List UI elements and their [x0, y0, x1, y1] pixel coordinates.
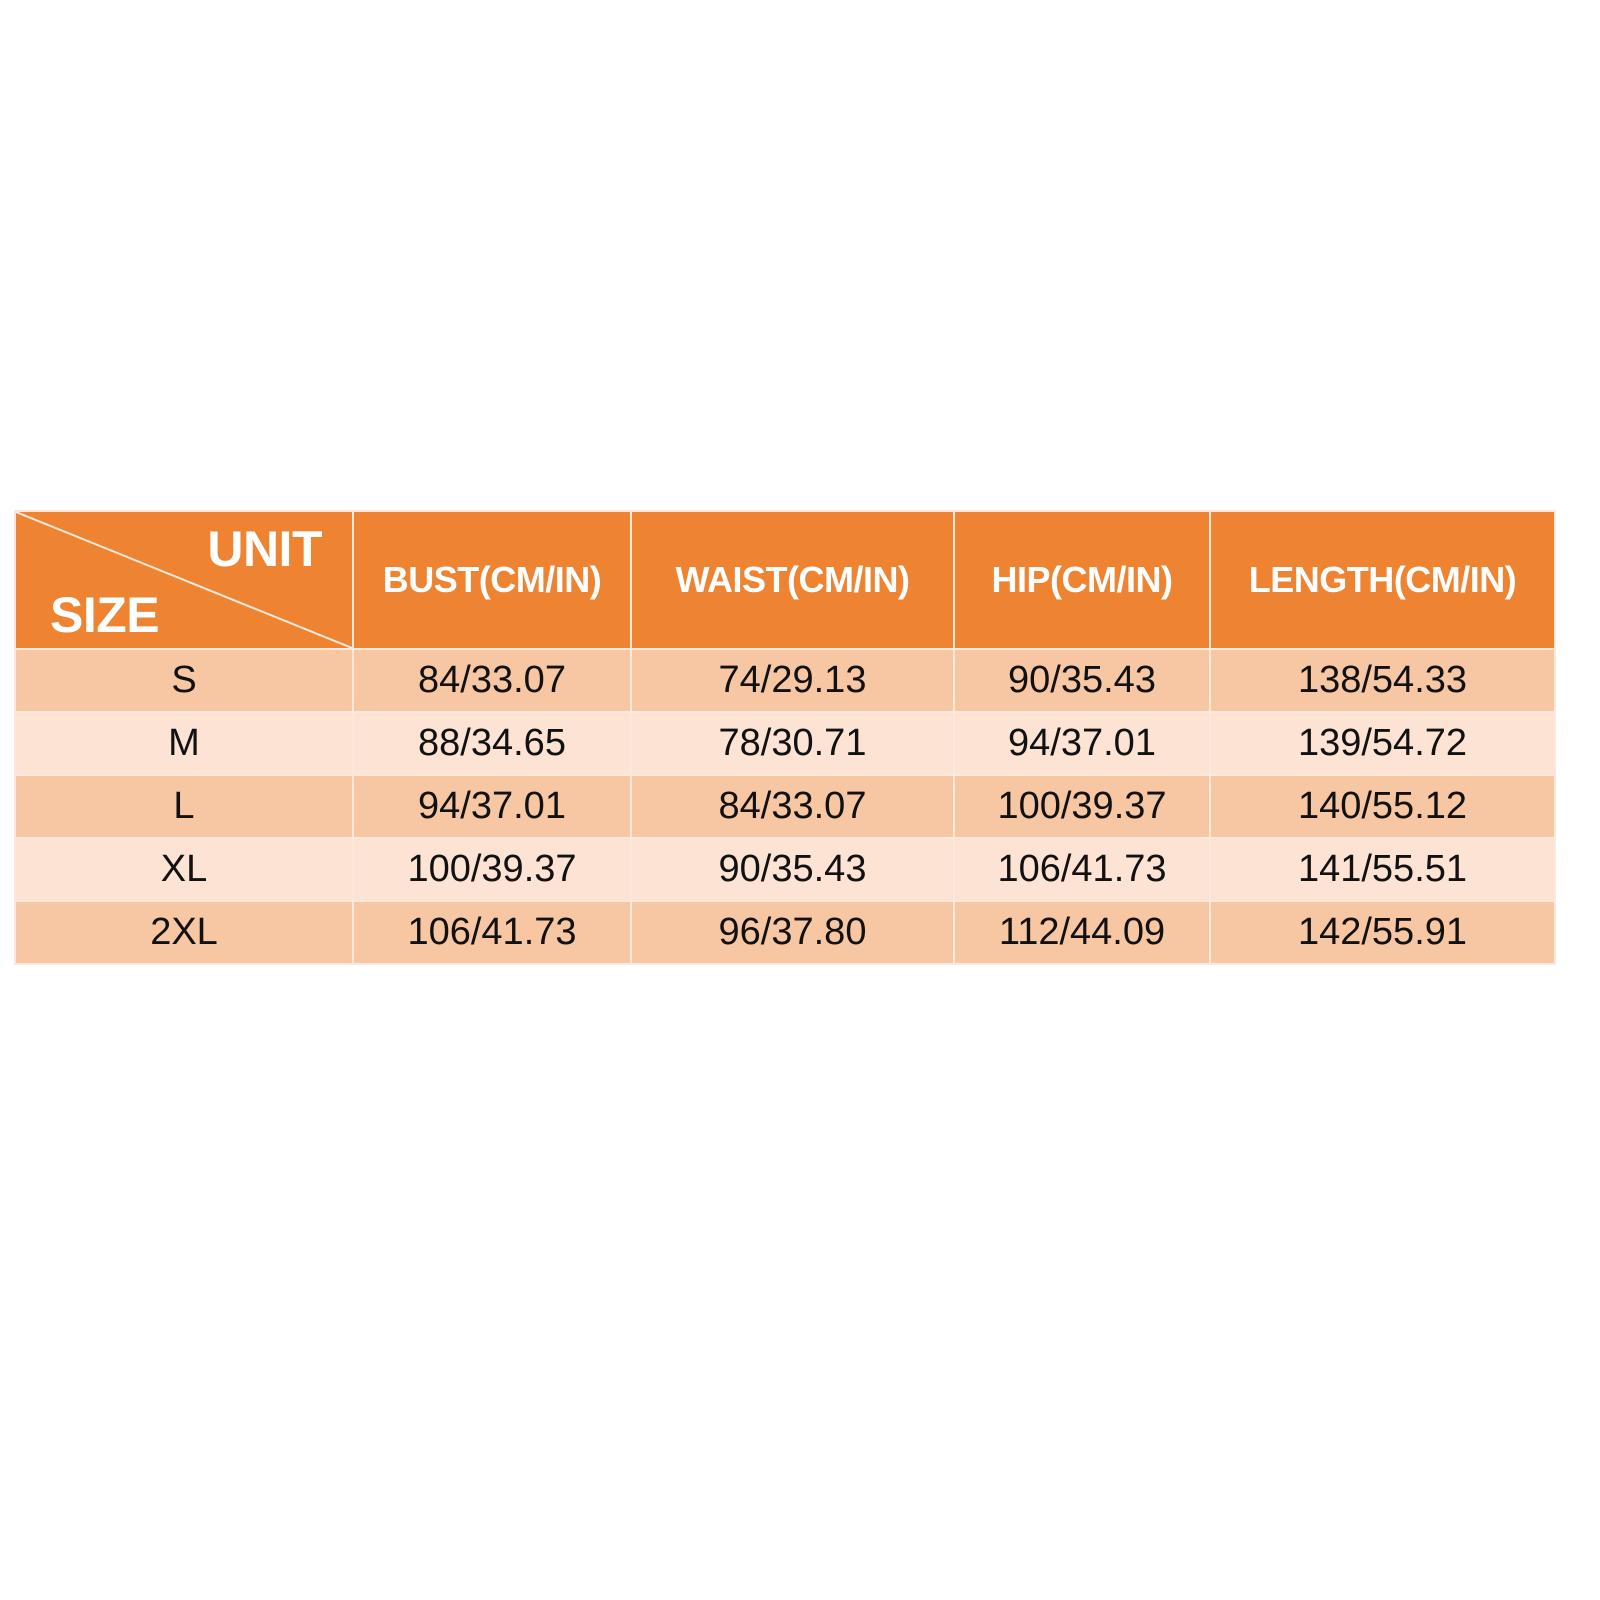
table-row: S 84/33.07 74/29.13 90/35.43 138/54.33 [14, 648, 1556, 713]
table-row: L 94/37.01 84/33.07 100/39.37 140/55.12 [14, 774, 1556, 839]
table-row: M 88/34.65 78/30.71 94/37.01 139/54.72 [14, 711, 1556, 776]
measurement-cell: 94/37.01 [352, 774, 632, 839]
measurement-cell: 139/54.72 [1209, 711, 1556, 776]
size-label: SIZE [50, 587, 160, 643]
measurement-cell: 94/37.01 [953, 711, 1211, 776]
header-hip: HIP(CM/IN) [953, 510, 1211, 650]
header-waist: WAIST(CM/IN) [630, 510, 955, 650]
header-length: LENGTH(CM/IN) [1209, 510, 1556, 650]
corner-cell: UNIT SIZE [14, 510, 354, 650]
measurement-cell: 140/55.12 [1209, 774, 1556, 839]
size-cell: L [14, 774, 354, 839]
measurement-cell: 88/34.65 [352, 711, 632, 776]
size-cell: 2XL [14, 900, 354, 965]
measurement-cell: 74/29.13 [630, 648, 955, 713]
measurement-cell: 78/30.71 [630, 711, 955, 776]
measurement-cell: 106/41.73 [953, 837, 1211, 902]
measurement-cell: 84/33.07 [352, 648, 632, 713]
unit-label: UNIT [207, 521, 322, 577]
size-cell: S [14, 648, 354, 713]
measurement-cell: 90/35.43 [630, 837, 955, 902]
measurement-cell: 142/55.91 [1209, 900, 1556, 965]
measurement-cell: 84/33.07 [630, 774, 955, 839]
measurement-cell: 112/44.09 [953, 900, 1211, 965]
header-row: UNIT SIZE BUST(CM/IN) WAIST(CM/IN) HIP(C… [14, 510, 1556, 650]
measurement-cell: 138/54.33 [1209, 648, 1556, 713]
table-row: XL 100/39.37 90/35.43 106/41.73 141/55.51 [14, 837, 1556, 902]
measurement-cell: 90/35.43 [953, 648, 1211, 713]
size-cell: XL [14, 837, 354, 902]
size-chart-table: UNIT SIZE BUST(CM/IN) WAIST(CM/IN) HIP(C… [14, 510, 1556, 965]
size-cell: M [14, 711, 354, 776]
measurement-cell: 141/55.51 [1209, 837, 1556, 902]
measurement-cell: 100/39.37 [352, 837, 632, 902]
measurement-cell: 106/41.73 [352, 900, 632, 965]
header-bust: BUST(CM/IN) [352, 510, 632, 650]
measurement-cell: 96/37.80 [630, 900, 955, 965]
table-row: 2XL 106/41.73 96/37.80 112/44.09 142/55.91 [14, 900, 1556, 965]
diagonal-divider [16, 512, 352, 648]
measurement-cell: 100/39.37 [953, 774, 1211, 839]
